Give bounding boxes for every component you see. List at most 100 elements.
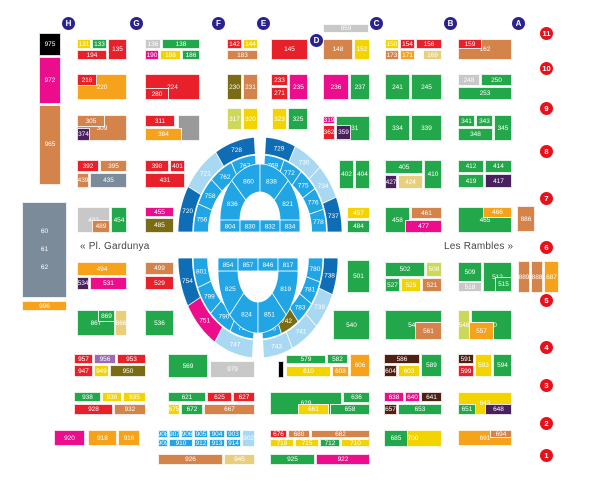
stall-466[interactable]: 466 <box>483 207 512 218</box>
stall-253[interactable]: 253 <box>458 87 512 100</box>
stall-508[interactable]: 508 <box>426 262 442 277</box>
stall-627[interactable]: 627 <box>233 392 255 402</box>
stall-886[interactable]: 886 <box>517 206 535 232</box>
stall-148[interactable]: 148 <box>323 39 353 60</box>
stall-359[interactable]: 359 <box>336 125 351 140</box>
stall-525[interactable]: 525 <box>401 278 421 292</box>
stall-325[interactable]: 325 <box>288 108 308 130</box>
stall-241[interactable]: 241 <box>385 74 410 100</box>
stall-unlabeled[interactable] <box>278 361 284 378</box>
stall-424[interactable]: 424 <box>398 175 423 189</box>
stall-672[interactable]: 672 <box>181 404 203 415</box>
stall-582[interactable]: 582 <box>327 354 348 364</box>
stall-398[interactable]: 398 <box>145 160 169 172</box>
stall-454[interactable]: 454 <box>111 207 127 233</box>
stall-913[interactable]: 913 <box>209 439 225 447</box>
stall-676[interactable]: 676 <box>270 430 287 438</box>
stall-906[interactable]: 906 <box>181 430 193 438</box>
stall-661[interactable]: 661 <box>298 404 329 415</box>
stall-737[interactable] <box>322 196 343 233</box>
stall-928[interactable]: 928 <box>74 404 113 415</box>
stall-156[interactable]: 156 <box>416 39 442 49</box>
stall-675[interactable]: 675 <box>168 404 180 415</box>
stall-334[interactable]: 334 <box>385 115 410 141</box>
stall-586[interactable]: 586 <box>384 354 420 364</box>
stall-419[interactable]: 419 <box>458 174 484 188</box>
stall-236[interactable]: 236 <box>323 74 349 100</box>
stall-154[interactable]: 154 <box>400 39 415 49</box>
stall-218[interactable]: 218 <box>77 74 97 86</box>
stall-715[interactable]: 715 <box>295 439 319 447</box>
stall-956[interactable]: 956 <box>94 354 116 364</box>
stall-603[interactable]: 603 <box>398 365 420 377</box>
stall-384[interactable]: 384 <box>145 128 182 141</box>
stall-694[interactable]: 694 <box>490 430 512 438</box>
stall-561[interactable]: 561 <box>415 322 442 340</box>
stall-311[interactable]: 311 <box>145 115 175 127</box>
stall-710[interactable]: 710 <box>341 439 370 447</box>
stall-60-61-62[interactable]: 60 61 62 <box>22 202 67 298</box>
stall-348[interactable]: 348 <box>458 128 493 141</box>
stall-417[interactable]: 417 <box>485 174 512 188</box>
stall-150[interactable]: 150 <box>385 39 399 49</box>
stall-527[interactable]: 527 <box>385 278 400 292</box>
stall-887[interactable]: 887 <box>544 261 559 293</box>
stall-902[interactable]: 902 <box>242 430 255 447</box>
stall-935[interactable]: 935 <box>123 392 146 402</box>
stall-431[interactable]: 431 <box>145 173 185 188</box>
stall-949[interactable]: 949 <box>94 365 109 377</box>
stall-889[interactable]: 889 <box>518 261 530 293</box>
stall-477[interactable]: 477 <box>405 220 442 233</box>
stall-866[interactable]: 866 <box>115 310 127 336</box>
stall-778[interactable] <box>308 208 327 233</box>
stall-979[interactable]: 979 <box>210 361 255 378</box>
stall-667[interactable]: 667 <box>204 404 255 415</box>
stall-641[interactable]: 641 <box>421 392 442 402</box>
stall-171[interactable]: 171 <box>400 50 415 60</box>
stall-412[interactable]: 412 <box>458 160 484 173</box>
stall-233[interactable]: 233 <box>271 74 288 86</box>
stall-718[interactable]: 718 <box>270 439 294 447</box>
stall-888[interactable]: 888 <box>531 261 543 293</box>
stall-608[interactable]: 608 <box>332 366 349 377</box>
stall-250[interactable]: 250 <box>481 74 512 86</box>
stall-780[interactable] <box>305 257 324 283</box>
stall-589[interactable]: 589 <box>421 354 442 377</box>
stall-965[interactable]: 965 <box>39 105 61 185</box>
stall-392[interactable]: 392 <box>77 160 99 172</box>
stall-950[interactable]: 950 <box>110 365 146 377</box>
stall-903[interactable]: 903 <box>226 430 241 438</box>
stall-341[interactable]: 341 <box>458 115 475 127</box>
stall-869[interactable]: 869 <box>98 310 115 322</box>
stall-142[interactable]: 142 <box>227 39 242 49</box>
stall-159[interactable]: 159 <box>458 39 482 49</box>
stall-685[interactable]: 685 <box>384 430 408 447</box>
stall-569[interactable]: 569 <box>168 354 208 378</box>
stall-910[interactable]: 910 <box>169 439 193 447</box>
stall-509[interactable]: 509 <box>458 262 482 282</box>
stall-712[interactable]: 712 <box>320 439 340 447</box>
stall-651[interactable]: 651 <box>458 404 476 415</box>
stall-518[interactable]: 518 <box>458 282 482 292</box>
stall-319[interactable]: 319 <box>323 116 335 124</box>
stall-320[interactable]: 320 <box>243 108 258 130</box>
stall-529[interactable]: 529 <box>145 276 174 290</box>
stall-362[interactable]: 362 <box>323 125 335 140</box>
stall-402[interactable]: 402 <box>339 160 354 189</box>
stall-405[interactable]: 405 <box>385 160 423 174</box>
stall-230[interactable]: 230 <box>227 74 242 100</box>
stall-188[interactable]: 188 <box>160 50 181 60</box>
stall-401[interactable]: 401 <box>170 160 185 172</box>
stall-190[interactable]: 190 <box>145 50 159 60</box>
stall-817[interactable] <box>277 257 299 272</box>
stall-926[interactable]: 926 <box>158 454 223 465</box>
stall-183[interactable]: 183 <box>227 50 258 60</box>
stall-395[interactable]: 395 <box>100 160 127 172</box>
stall-502[interactable]: 502 <box>385 262 425 277</box>
stall-169[interactable]: 169 <box>423 50 442 60</box>
stall-957[interactable]: 957 <box>74 354 93 364</box>
stall-457[interactable]: 457 <box>347 207 370 219</box>
stall-658[interactable]: 658 <box>330 404 370 415</box>
stall-680[interactable]: 680 <box>288 430 310 438</box>
stall-638[interactable]: 638 <box>384 392 404 402</box>
